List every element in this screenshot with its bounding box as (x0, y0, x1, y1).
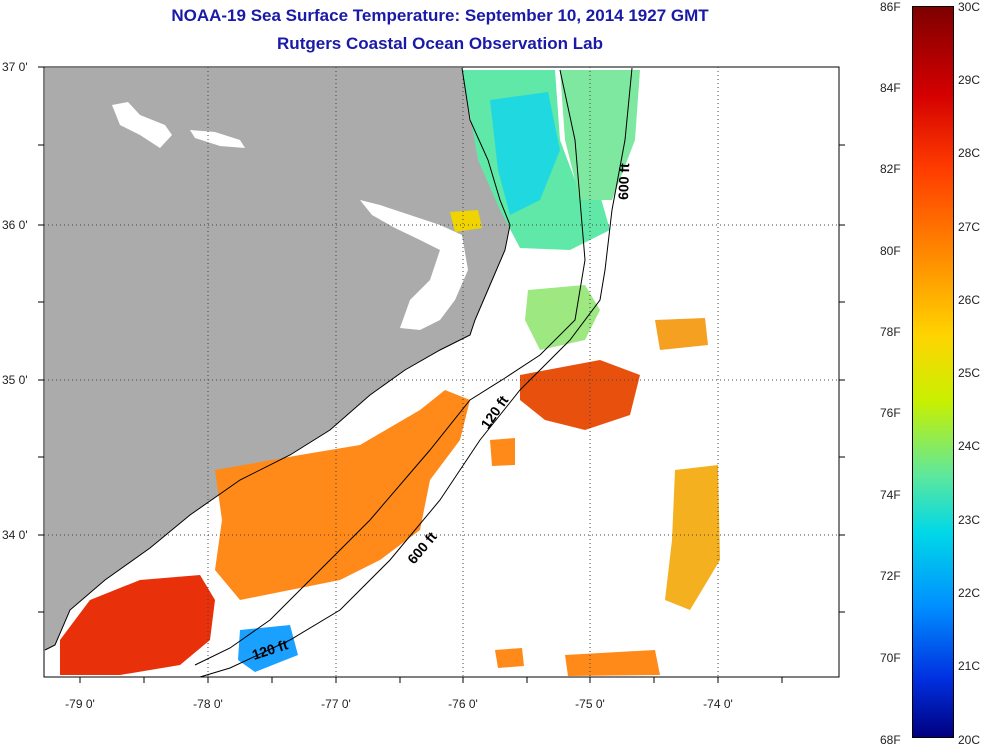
sst-cyan-core (490, 92, 560, 215)
temperature-colorbar (912, 6, 954, 738)
cb-c-22: 22C (958, 586, 981, 600)
sst-orange-east (665, 465, 720, 610)
cb-f-82: 82F (880, 162, 901, 176)
sst-red-southwest (60, 575, 215, 675)
lon-label-79: -79 0' (65, 697, 95, 711)
lon-label-74: -74 0' (703, 697, 733, 711)
lat-label-37: 37 0' (2, 60, 28, 74)
isobath-120 (194, 69, 586, 666)
lon-label-75: -75 0' (575, 697, 605, 711)
cb-c-27: 27C (958, 220, 981, 234)
sst-orange-small (495, 648, 524, 668)
cb-f-86: 86F (880, 0, 901, 14)
lake-1 (112, 102, 172, 148)
no-data-east (736, 68, 838, 676)
cb-f-84: 84F (880, 81, 901, 95)
cb-c-23: 23C (958, 513, 981, 527)
cb-c-25: 25C (958, 366, 981, 380)
cb-c-21: 21C (958, 659, 981, 673)
lat-label-36: 36 0' (2, 218, 28, 232)
cb-f-72: 72F (880, 569, 901, 583)
lat-label-35: 35 0' (2, 373, 28, 387)
cb-f-76: 76F (880, 406, 901, 420)
cb-f-70: 70F (880, 651, 901, 665)
isobath-600 (199, 67, 633, 678)
cb-c-20: 20C (958, 733, 981, 747)
lon-label-77: -77 0' (321, 697, 351, 711)
cb-c-30: 30C (958, 0, 981, 14)
cb-f-74: 74F (880, 488, 901, 502)
coastline (44, 67, 511, 651)
sst-yellow-patch (450, 210, 482, 232)
sst-red-core (520, 360, 640, 430)
map-subtitle: Rutgers Coastal Ocean Observation Lab (277, 34, 603, 53)
sst-patches (60, 70, 720, 676)
lake-2 (190, 130, 245, 148)
sst-blue-patch (238, 625, 298, 672)
cb-f-68: 68F (880, 733, 901, 747)
sst-orange-south (565, 650, 660, 676)
lon-label-76: -76 0' (448, 697, 478, 711)
cb-c-26: 26C (958, 293, 981, 307)
axis-ticks (38, 66, 845, 683)
sound-water (360, 200, 468, 330)
sst-orange-ne (655, 318, 708, 350)
cb-f-80: 80F (880, 244, 901, 258)
lat-label-34: 34 0' (2, 528, 28, 542)
cb-c-28: 28C (958, 146, 981, 160)
contour-label-600-north: 600 ft (615, 163, 632, 200)
sst-orange-mid (490, 438, 515, 466)
cb-c-29: 29C (958, 73, 981, 87)
sst-orange-main (215, 390, 470, 600)
lon-label-78: -78 0' (193, 697, 223, 711)
sst-green-mid (525, 285, 600, 350)
cb-c-24: 24C (958, 439, 981, 453)
map-title: NOAA-19 Sea Surface Temperature: Septemb… (171, 6, 709, 25)
grid-lines (44, 67, 839, 677)
cb-f-78: 78F (880, 325, 901, 339)
